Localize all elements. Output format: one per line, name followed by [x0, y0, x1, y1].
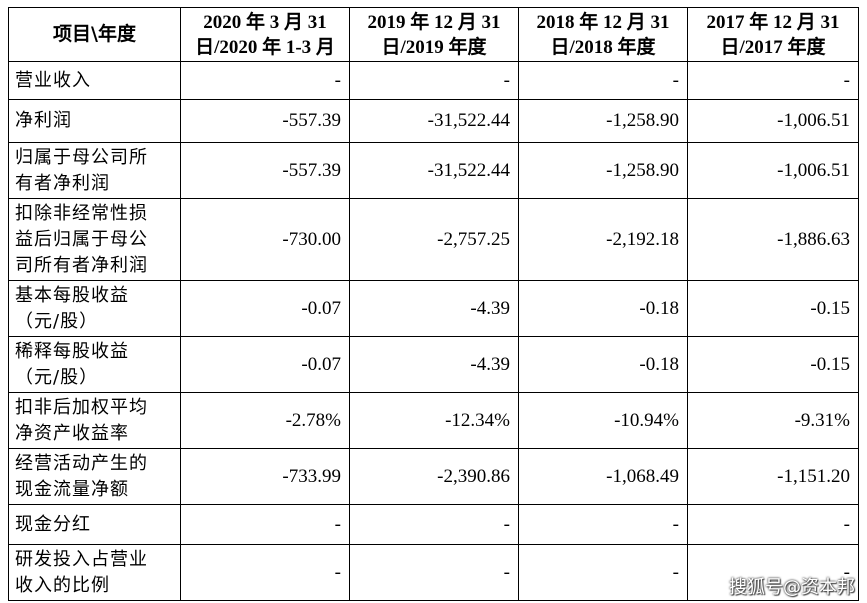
table-row: 现金分红 - - - -: [8, 504, 859, 545]
header-period-line: 2017 年 12 月 31: [706, 11, 840, 33]
row-label-line: 净利润: [15, 110, 72, 131]
table-cell: -1,886.63: [687, 198, 859, 281]
table-header-row: 项目\年度 2020 年 3 月 31 日/2020 年 1-3 月 2019 …: [8, 7, 859, 62]
row-label: 现金分红: [8, 504, 181, 545]
table-row: 营业收入 - - - -: [8, 61, 859, 100]
row-label-line: 研发投入占营业: [15, 548, 148, 570]
row-label-line: 扣除非经常性损: [15, 202, 148, 224]
header-period-line: 2020 年 3 月 31: [203, 11, 327, 33]
table-cell: -9.31%: [687, 392, 859, 449]
table-cell: -: [180, 61, 350, 100]
table-cell: -1,151.20: [687, 448, 859, 505]
table-cell: -0.15: [687, 336, 859, 393]
table-cell: -1,068.49: [518, 448, 688, 505]
row-label: 经营活动产生的 现金流量净额: [8, 448, 181, 505]
table-cell: -: [349, 544, 519, 601]
row-label-line: （元/股）: [15, 366, 99, 388]
header-corner-label: 项目\年度: [53, 23, 136, 45]
row-label-line: 现金流量净额: [15, 478, 129, 500]
row-label-line: 益后归属于母公: [15, 228, 148, 250]
table-cell: -1,258.90: [518, 99, 688, 143]
row-label-line: 有者净利润: [15, 172, 110, 194]
table-cell: -: [180, 504, 350, 545]
table-cell: -: [349, 61, 519, 100]
watermark: 搜狐号@资本邦: [729, 577, 855, 598]
row-label: 研发投入占营业 收入的比例: [8, 544, 181, 601]
table-cell: -2,757.25: [349, 198, 519, 281]
header-period-line: 日/2019 年度: [381, 36, 487, 58]
header-period-2020q1: 2020 年 3 月 31 日/2020 年 1-3 月: [180, 7, 350, 62]
table-cell: -1,006.51: [687, 142, 859, 199]
table-row: 归属于母公司所 有者净利润 -557.39 -31,522.44 -1,258.…: [8, 142, 859, 199]
row-label-line: 净资产收益率: [15, 422, 129, 444]
table-cell: -0.07: [180, 280, 350, 337]
row-label: 净利润: [8, 99, 181, 143]
row-label: 归属于母公司所 有者净利润: [8, 142, 181, 199]
header-period-line: 日/2018 年度: [550, 36, 656, 58]
table-cell: -2,390.86: [349, 448, 519, 505]
table-row: 净利润 -557.39 -31,522.44 -1,258.90 -1,006.…: [8, 99, 859, 143]
table-row: 稀释每股收益 （元/股） -0.07 -4.39 -0.18 -0.15: [8, 336, 859, 393]
table-cell: -0.18: [518, 336, 688, 393]
table-cell: -557.39: [180, 142, 350, 199]
table-cell: -2.78%: [180, 392, 350, 449]
table-row: 扣除非经常性损 益后归属于母公 司所有者净利润 -730.00 -2,757.2…: [8, 198, 859, 281]
header-period-line: 2018 年 12 月 31: [536, 11, 670, 33]
table-cell: -: [180, 544, 350, 601]
table-cell: -0.15: [687, 280, 859, 337]
row-label-line: 现金分红: [15, 513, 91, 535]
table-cell: -1,006.51: [687, 99, 859, 143]
table-cell: -1,258.90: [518, 142, 688, 199]
table-cell: -733.99: [180, 448, 350, 505]
row-label: 扣除非经常性损 益后归属于母公 司所有者净利润: [8, 198, 181, 281]
row-label-line: 基本每股收益: [15, 284, 129, 306]
table-row: 扣非后加权平均 净资产收益率 -2.78% -12.34% -10.94% -9…: [8, 392, 859, 449]
row-label-line: （元/股）: [15, 310, 99, 332]
table-row: 基本每股收益 （元/股） -0.07 -4.39 -0.18 -0.15: [8, 280, 859, 337]
row-label: 稀释每股收益 （元/股）: [8, 336, 181, 393]
row-label-line: 稀释每股收益: [15, 340, 129, 362]
table-cell: -31,522.44: [349, 142, 519, 199]
table-cell: -2,192.18: [518, 198, 688, 281]
table-cell: -: [518, 61, 688, 100]
header-period-line: 日/2020 年 1-3 月: [195, 36, 335, 58]
table-cell: -4.39: [349, 336, 519, 393]
table-cell: -: [687, 504, 859, 545]
row-label-line: 经营活动产生的: [15, 452, 148, 474]
table-cell: -0.07: [180, 336, 350, 393]
row-label-line: 归属于母公司所: [15, 146, 148, 168]
table-cell: -10.94%: [518, 392, 688, 449]
row-label-line: 收入的比例: [15, 574, 110, 596]
table-cell: -: [518, 504, 688, 545]
table-row: 经营活动产生的 现金流量净额 -733.99 -2,390.86 -1,068.…: [8, 448, 859, 505]
table-cell: -557.39: [180, 99, 350, 143]
header-period-2018: 2018 年 12 月 31 日/2018 年度: [518, 7, 688, 62]
table-cell: -730.00: [180, 198, 350, 281]
header-period-2019: 2019 年 12 月 31 日/2019 年度: [349, 7, 519, 62]
table-cell: -31,522.44: [349, 99, 519, 143]
header-period-line: 日/2017 年度: [720, 36, 826, 58]
row-label: 营业收入: [8, 61, 181, 100]
table-cell: -: [518, 544, 688, 601]
header-period-line: 2019 年 12 月 31: [367, 11, 501, 33]
table-row: 研发投入占营业 收入的比例 - - - -: [8, 544, 859, 601]
row-label: 基本每股收益 （元/股）: [8, 280, 181, 337]
table-cell: -4.39: [349, 280, 519, 337]
table-cell: -0.18: [518, 280, 688, 337]
table-cell: -: [687, 61, 859, 100]
row-label: 扣非后加权平均 净资产收益率: [8, 392, 181, 449]
table-cell: -: [687, 544, 859, 601]
row-label-line: 司所有者净利润: [15, 254, 148, 276]
header-period-2017: 2017 年 12 月 31 日/2017 年度: [687, 7, 859, 62]
table-cell: -: [349, 504, 519, 545]
row-label-line: 扣非后加权平均: [15, 396, 148, 418]
financial-data-table: 项目\年度 2020 年 3 月 31 日/2020 年 1-3 月 2019 …: [8, 7, 859, 601]
header-corner-cell: 项目\年度: [8, 7, 181, 62]
table-cell: -12.34%: [349, 392, 519, 449]
row-label-line: 营业收入: [15, 69, 91, 91]
